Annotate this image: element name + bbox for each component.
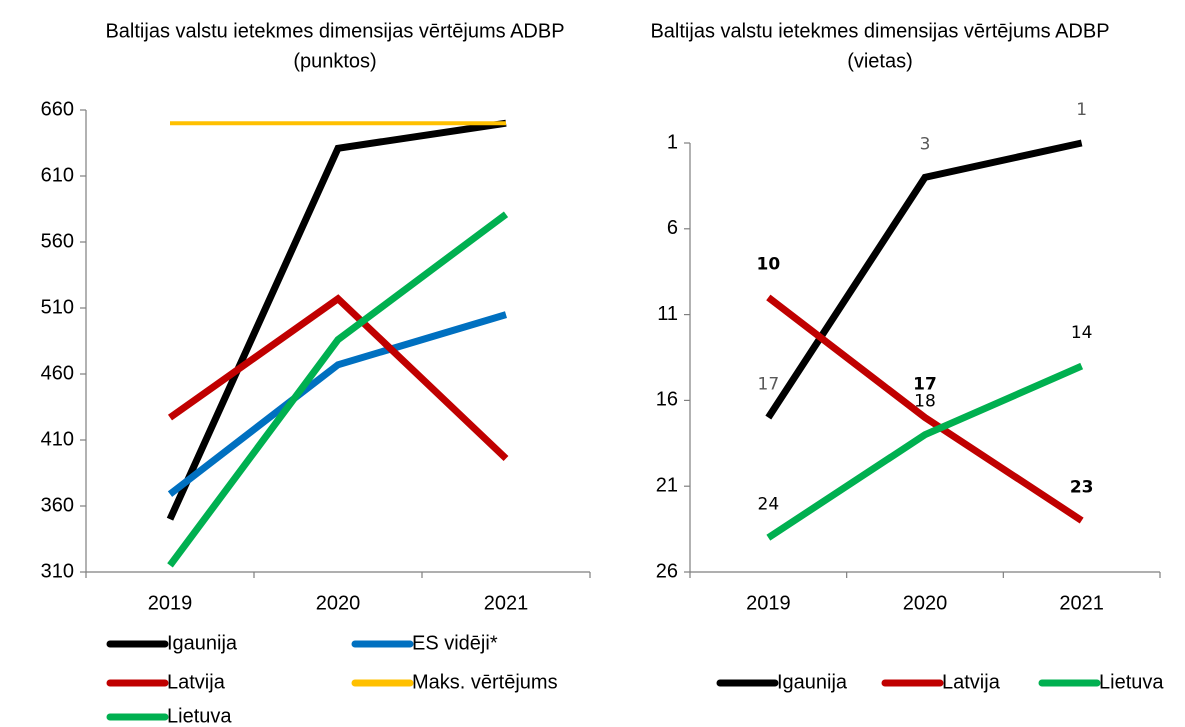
x-tick-label: 2021 xyxy=(484,592,529,614)
data-label: 18 xyxy=(914,392,936,412)
chart-title: Baltijas valstu ietekmes dimensijas vērt… xyxy=(650,20,1109,42)
x-tick-label: 2020 xyxy=(903,592,948,614)
x-tick-label: 2019 xyxy=(148,592,193,614)
y-tick-label: 1 xyxy=(667,131,678,153)
data-label: 23 xyxy=(1070,478,1094,498)
legend-label: Latvija xyxy=(167,671,226,693)
data-label: 14 xyxy=(1071,323,1093,343)
data-label: 1 xyxy=(1076,100,1087,120)
series-line xyxy=(167,311,508,497)
x-tick-label: 2020 xyxy=(316,592,361,614)
y-tick-label: 360 xyxy=(41,494,74,516)
data-label: 24 xyxy=(758,495,780,515)
y-tick-label: 310 xyxy=(41,560,74,582)
legend-label: Latvija xyxy=(942,671,1001,693)
chart-title: (punktos) xyxy=(293,50,376,72)
series-line xyxy=(766,362,1084,541)
legend-label: Maks. vērtējums xyxy=(412,671,558,693)
x-tick-label: 2021 xyxy=(1059,592,1104,614)
series-line xyxy=(766,294,1084,524)
y-tick-label: 660 xyxy=(41,98,74,120)
legend-label: Lietuva xyxy=(1099,671,1164,693)
series-line xyxy=(166,119,507,521)
data-label: 3 xyxy=(920,134,931,154)
series-line xyxy=(167,211,509,568)
legend-label: Lietuva xyxy=(167,705,232,727)
y-tick-label: 11 xyxy=(657,303,678,325)
y-tick-label: 410 xyxy=(41,428,74,450)
data-label: 17 xyxy=(758,375,780,395)
x-tick-label: 2019 xyxy=(746,592,791,614)
legend-label: Igaunija xyxy=(777,671,848,693)
legend-label: Igaunija xyxy=(167,632,238,654)
data-label: 10 xyxy=(756,254,780,274)
y-tick-label: 21 xyxy=(656,474,678,496)
y-tick-label: 460 xyxy=(41,362,74,384)
y-tick-label: 16 xyxy=(656,389,678,411)
y-tick-label: 26 xyxy=(656,560,678,582)
y-tick-label: 560 xyxy=(41,230,74,252)
series-line xyxy=(167,294,509,462)
data-label: 17 xyxy=(913,375,937,395)
y-tick-label: 6 xyxy=(667,217,678,239)
y-tick-label: 610 xyxy=(41,164,74,186)
y-tick-label: 510 xyxy=(41,296,74,318)
chart-title: Baltijas valstu ietekmes dimensijas vērt… xyxy=(105,20,564,42)
legend-label: ES vidēji* xyxy=(412,632,498,654)
chart-title: (vietas) xyxy=(847,50,913,72)
